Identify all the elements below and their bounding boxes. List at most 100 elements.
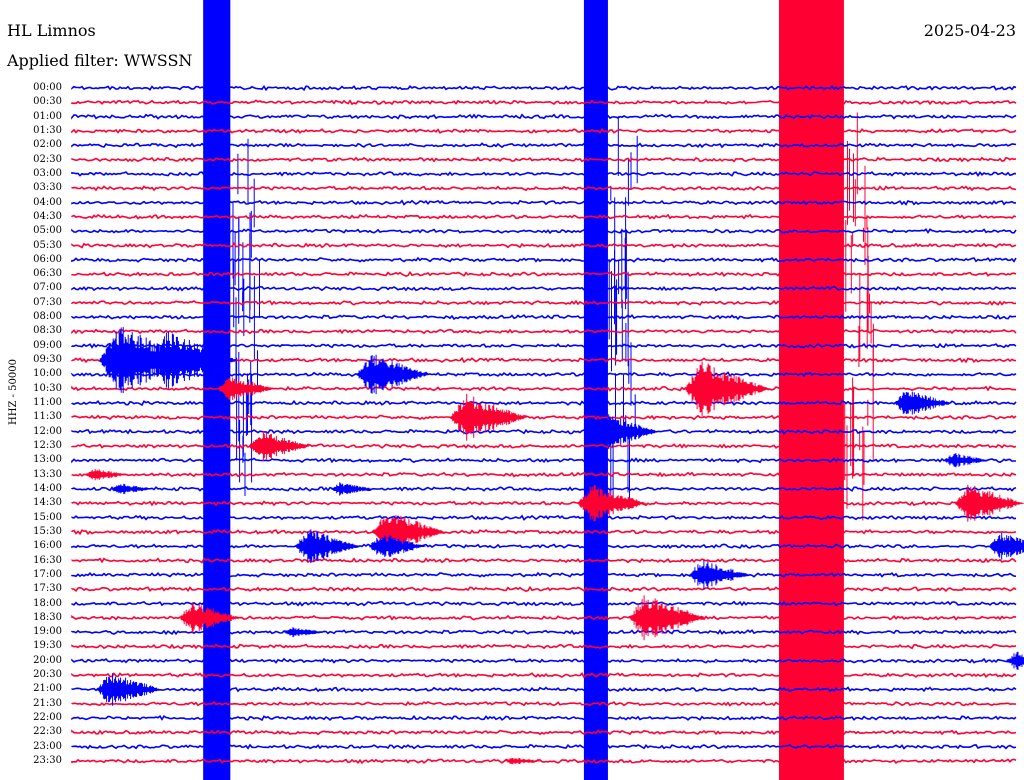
seismic-event <box>1006 651 1024 670</box>
tick-label: 01:30 <box>33 124 62 136</box>
trace-line <box>71 299 1017 306</box>
tick-label: 02:30 <box>33 153 62 165</box>
tick-label: 02:00 <box>33 139 62 151</box>
trace-line <box>71 314 1017 321</box>
trace-line <box>71 500 1017 507</box>
seismic-event <box>989 532 1024 560</box>
tick-label: 06:30 <box>33 268 62 280</box>
tick-label: 23:30 <box>33 755 62 767</box>
seismic-event <box>179 602 241 634</box>
trace-line <box>71 113 1017 120</box>
trace-line <box>71 156 1017 163</box>
trace-line <box>71 514 1017 521</box>
tick-label: 09:00 <box>33 339 62 351</box>
trace-line <box>71 443 1017 450</box>
tick-label: 21:30 <box>33 697 62 709</box>
trace-line <box>71 142 1017 149</box>
seismic-event <box>248 431 310 461</box>
trace-line <box>71 758 1017 765</box>
seismic-event <box>369 535 427 557</box>
tick-label: 04:00 <box>33 196 62 208</box>
seismic-event <box>331 482 375 496</box>
tick-label: 23:00 <box>33 740 62 752</box>
tick-label: 01:00 <box>33 110 62 122</box>
seismic-event <box>944 453 990 468</box>
tick-label: 12:30 <box>33 440 62 451</box>
trace-line <box>71 729 1017 736</box>
trace-line <box>71 228 1017 235</box>
seismic-event <box>450 393 528 441</box>
tick-label: 00:30 <box>33 96 62 108</box>
seismic-event <box>372 515 446 549</box>
tick-label: 04:30 <box>33 210 62 222</box>
seismic-event <box>955 484 1024 522</box>
trace-line <box>71 714 1017 722</box>
trace-line <box>71 285 1016 292</box>
tick-label: 10:00 <box>33 368 62 380</box>
trace-line <box>71 328 1017 335</box>
tick-label: 07:30 <box>33 296 62 308</box>
seismic-event <box>218 377 276 400</box>
tick-label: 10:30 <box>33 382 62 394</box>
tick-label: 16:00 <box>33 540 62 552</box>
seismic-event <box>148 331 238 389</box>
tick-label: 11:00 <box>33 397 62 409</box>
trace-line <box>71 270 1017 278</box>
trace-line <box>71 457 1016 464</box>
trace-line <box>71 256 1017 263</box>
seismic-event <box>577 485 647 522</box>
tick-label: 13:30 <box>33 468 62 480</box>
trace-line <box>71 600 1017 607</box>
tick-label: 05:00 <box>33 225 62 237</box>
trace-line <box>71 643 1017 650</box>
tick-label: 22:00 <box>33 712 62 724</box>
filter-label: Applied filter: WWSSN <box>7 51 193 70</box>
trace-line <box>71 528 1017 536</box>
seismic-event <box>689 560 751 590</box>
trace-line <box>71 399 1017 407</box>
tick-label: 00:00 <box>33 82 62 93</box>
tick-label: 07:00 <box>33 282 62 294</box>
seismic-event <box>684 361 770 416</box>
trace-line <box>71 686 1017 693</box>
tick-label: 19:30 <box>33 640 62 652</box>
tick-label: 20:30 <box>33 669 62 681</box>
trace-line <box>71 700 1017 707</box>
tick-label: 19:00 <box>33 626 62 638</box>
trace-line <box>71 629 1017 636</box>
seismic-event <box>505 757 543 765</box>
tick-label: 22:30 <box>33 726 62 738</box>
tick-label: 08:00 <box>33 311 62 323</box>
trace-line <box>71 171 1017 177</box>
seismic-event <box>894 391 952 415</box>
trace-line <box>71 199 1016 206</box>
tick-label: 16:30 <box>33 554 62 566</box>
tick-label: 03:30 <box>33 182 62 194</box>
seismic-event <box>111 483 153 495</box>
tick-label: 15:30 <box>33 525 62 537</box>
seismic-event <box>97 673 163 706</box>
seismic-event <box>295 529 361 564</box>
tick-label: 14:00 <box>33 482 62 494</box>
trace-line <box>71 471 1017 478</box>
trace-line <box>71 213 1017 220</box>
seismic-event <box>85 469 129 481</box>
trace-line <box>71 585 1017 593</box>
trace-line <box>71 371 1017 378</box>
seismic-event <box>594 414 660 450</box>
trace-line <box>71 557 1017 564</box>
station-title: HL Limnos <box>7 21 96 40</box>
tick-label: 12:00 <box>33 425 62 437</box>
trace-line <box>71 657 1017 664</box>
tick-label: 05:30 <box>33 239 62 251</box>
trace-line <box>71 414 1017 421</box>
tick-label: 11:30 <box>33 411 62 423</box>
date-label: 2025-04-23 <box>923 21 1016 40</box>
trace-line <box>71 543 1017 550</box>
trace-line <box>71 99 1017 106</box>
tick-label: 18:30 <box>33 611 62 623</box>
tick-label: 17:00 <box>33 568 62 580</box>
seismic-event <box>284 627 326 638</box>
tick-label: 03:00 <box>33 167 62 179</box>
